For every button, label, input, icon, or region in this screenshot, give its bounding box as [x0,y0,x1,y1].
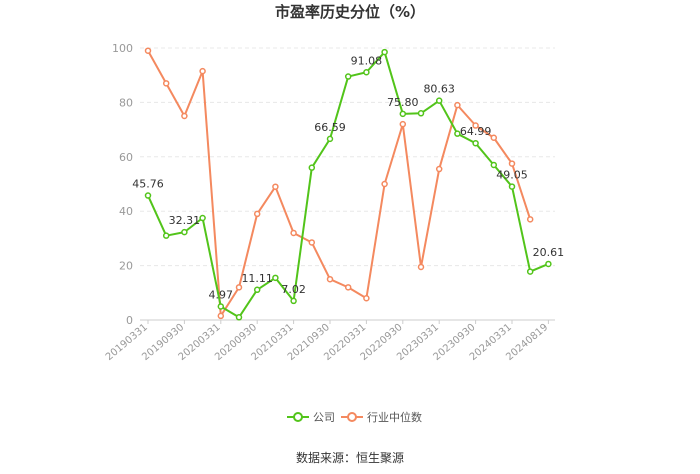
chart-title: 市盈率历史分位（%） [275,3,425,21]
data-point-company[interactable] [181,228,188,236]
data-point-company[interactable] [344,73,352,80]
data-point-industry-median[interactable] [363,294,370,302]
data-point-company[interactable] [199,214,206,222]
data-point-industry-median[interactable] [399,120,407,128]
legend-company-marker [293,412,303,422]
data-point-company[interactable] [454,130,461,137]
legend-company-label: 公司 [313,411,335,424]
data-point-industry-median[interactable] [162,80,170,87]
data-label-company: 64.99 [460,125,492,138]
data-label-company: 80.63 [423,83,455,96]
data-point-industry-median[interactable] [290,229,297,237]
data-point-industry-median[interactable] [235,284,243,291]
data-point-industry-median[interactable] [272,183,279,190]
data-point-industry-median[interactable] [381,180,388,188]
series-line-company [147,51,549,319]
data-point-industry-median[interactable] [417,263,425,271]
y-tick-label: 60 [119,151,133,164]
data-point-industry-median[interactable] [435,165,443,173]
data-point-company[interactable] [526,268,534,275]
data-label-company: 4.97 [209,288,234,301]
legend-item-industry-median[interactable]: 行业中位数 [341,410,422,424]
data-point-industry-median[interactable] [472,122,479,129]
data-point-company[interactable] [435,97,443,104]
y-tick-label: 40 [119,205,133,218]
data-label-company: 11.11 [241,272,273,285]
data-point-industry-median[interactable] [253,210,261,218]
data-source: 数据来源：恒生聚源 [296,450,404,465]
data-point-company[interactable] [472,139,479,147]
data-point-industry-median[interactable] [344,284,352,291]
data-point-company[interactable] [490,161,498,169]
data-point-company[interactable] [399,110,407,118]
data-point-company[interactable] [308,164,316,171]
data-point-industry-median[interactable] [454,101,461,109]
series-line-industry-median [147,50,532,317]
data-point-company[interactable] [508,183,516,190]
data-point-industry-median[interactable] [526,216,534,223]
data-label-company: 45.76 [132,178,164,191]
data-point-industry-median[interactable] [144,47,152,54]
y-tick-label: 0 [126,314,133,327]
data-point-company[interactable] [144,192,152,199]
data-point-company[interactable] [272,274,279,282]
data-point-company[interactable] [417,110,425,117]
data-point-company[interactable] [363,69,370,76]
data-point-industry-median[interactable] [199,67,206,75]
data-label-company: 49.05 [496,169,528,182]
legend[interactable]: 公司 行业中位数 [287,410,422,424]
data-label-company: 32.31 [169,214,201,227]
data-point-industry-median[interactable] [181,112,188,120]
y-tick-label: 20 [119,260,133,273]
legend-item-company[interactable]: 公司 [287,411,335,424]
legend-industry-label: 行业中位数 [367,410,422,424]
data-label-company: 20.61 [533,246,565,259]
data-point-industry-median[interactable] [490,134,498,142]
data-label-company: 7.02 [281,283,306,296]
legend-industry-marker [347,412,357,422]
data-point-company[interactable] [290,297,297,305]
y-tick-label: 100 [112,42,133,55]
grid-layer [140,47,555,321]
data-point-industry-median[interactable] [217,312,225,320]
data-label-company: 75.80 [387,96,419,109]
y-tick-label: 80 [119,96,133,109]
data-label-layer: 45.76 32.31 4.97 11.11 7.02 66.59 91.08 75.80 80… [132,54,564,301]
data-point-industry-median[interactable] [308,239,316,246]
data-point-industry-median[interactable] [508,160,516,167]
data-label-company: 66.59 [314,121,346,134]
data-point-company[interactable] [162,232,170,239]
data-label-company: 91.08 [351,54,383,67]
data-point-company[interactable] [235,314,243,321]
series-layer [144,47,552,321]
data-point-company[interactable] [326,135,334,143]
data-point-company[interactable] [253,286,261,294]
data-point-company[interactable] [545,260,552,268]
data-point-company[interactable] [217,303,225,310]
data-point-company[interactable] [381,48,388,56]
data-point-industry-median[interactable] [326,275,334,283]
